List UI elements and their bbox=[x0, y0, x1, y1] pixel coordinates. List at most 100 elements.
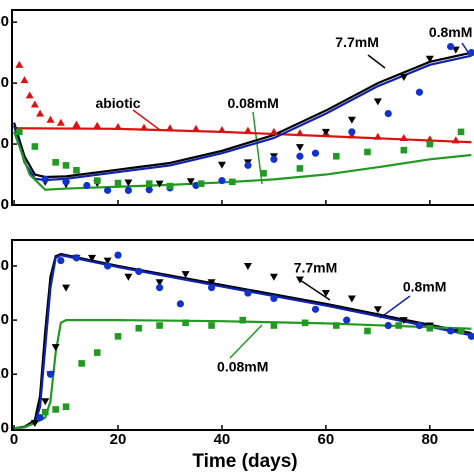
x-tick-label: 40 bbox=[214, 431, 231, 448]
point bbox=[467, 49, 474, 57]
annotation: 7.7mM bbox=[294, 259, 338, 275]
point bbox=[347, 295, 356, 303]
point bbox=[192, 181, 200, 190]
point bbox=[295, 276, 304, 284]
annotation: 7.7mM bbox=[335, 34, 379, 50]
frame bbox=[11, 9, 474, 206]
point bbox=[114, 251, 122, 259]
point bbox=[182, 319, 189, 327]
point bbox=[30, 419, 39, 427]
point bbox=[191, 124, 200, 132]
point bbox=[447, 327, 455, 335]
y-tick-label: 0 bbox=[1, 419, 9, 436]
point bbox=[93, 349, 101, 356]
point bbox=[114, 123, 123, 130]
point bbox=[165, 124, 174, 132]
point bbox=[395, 322, 402, 329]
point bbox=[72, 254, 81, 262]
curve bbox=[13, 51, 472, 179]
x-tick-label: 0 bbox=[10, 431, 18, 448]
point bbox=[243, 126, 252, 134]
x-tick-label: 60 bbox=[318, 431, 335, 448]
point bbox=[364, 148, 371, 156]
point bbox=[93, 121, 102, 129]
point bbox=[41, 398, 50, 406]
pointer bbox=[367, 54, 386, 69]
point bbox=[217, 161, 226, 169]
point bbox=[295, 129, 304, 137]
point bbox=[25, 91, 34, 99]
point bbox=[399, 317, 408, 325]
point bbox=[347, 116, 356, 124]
point bbox=[244, 289, 252, 297]
point bbox=[373, 98, 382, 106]
point bbox=[321, 128, 330, 136]
point bbox=[321, 290, 330, 298]
y-tick-label: 30 bbox=[0, 13, 9, 30]
annotation: 0.08mM bbox=[217, 358, 268, 374]
point bbox=[296, 165, 304, 172]
point bbox=[31, 143, 39, 150]
point bbox=[36, 413, 44, 422]
point bbox=[270, 322, 278, 329]
y-tick-label: 20 bbox=[0, 74, 9, 91]
point bbox=[51, 344, 60, 352]
point bbox=[46, 115, 55, 123]
point bbox=[197, 180, 205, 187]
point bbox=[56, 118, 65, 126]
pointer bbox=[132, 109, 161, 131]
point bbox=[260, 170, 267, 177]
point bbox=[269, 273, 278, 281]
point bbox=[425, 55, 434, 63]
point bbox=[217, 126, 226, 134]
annotation: 0.8mM bbox=[403, 278, 447, 294]
point bbox=[399, 133, 408, 141]
x-tick-label: 20 bbox=[110, 431, 127, 448]
point bbox=[41, 408, 49, 416]
point bbox=[72, 120, 81, 128]
point bbox=[384, 109, 392, 118]
point bbox=[451, 136, 460, 144]
point bbox=[295, 144, 304, 152]
frame bbox=[11, 239, 474, 431]
annotation: 0.8mM bbox=[429, 24, 473, 40]
point bbox=[451, 46, 460, 54]
point bbox=[399, 74, 408, 82]
point bbox=[140, 123, 148, 131]
pointer bbox=[461, 42, 469, 53]
point bbox=[457, 327, 465, 335]
point bbox=[415, 321, 424, 330]
point bbox=[30, 100, 39, 108]
point bbox=[269, 127, 278, 135]
point bbox=[181, 271, 190, 279]
point bbox=[426, 140, 434, 148]
point bbox=[155, 284, 164, 292]
point bbox=[20, 76, 29, 84]
point bbox=[270, 155, 278, 163]
point bbox=[93, 177, 101, 184]
y-tick-label: 30 bbox=[0, 257, 9, 274]
point bbox=[155, 279, 164, 287]
point bbox=[52, 406, 59, 413]
point bbox=[114, 333, 122, 340]
point bbox=[208, 322, 215, 329]
point bbox=[176, 300, 184, 308]
point bbox=[156, 322, 163, 329]
point bbox=[135, 267, 143, 275]
point bbox=[104, 262, 112, 270]
point bbox=[36, 109, 45, 117]
point bbox=[78, 360, 85, 367]
point bbox=[457, 128, 465, 136]
point bbox=[145, 180, 153, 187]
point bbox=[243, 262, 252, 270]
point bbox=[270, 294, 278, 303]
point bbox=[103, 257, 112, 265]
annotation: 0.08mM bbox=[227, 95, 278, 111]
point bbox=[229, 178, 236, 186]
point bbox=[311, 305, 320, 313]
point bbox=[296, 152, 304, 160]
point bbox=[426, 324, 434, 332]
x-tick-label: 80 bbox=[421, 431, 438, 448]
point bbox=[384, 321, 392, 330]
point bbox=[124, 273, 133, 281]
